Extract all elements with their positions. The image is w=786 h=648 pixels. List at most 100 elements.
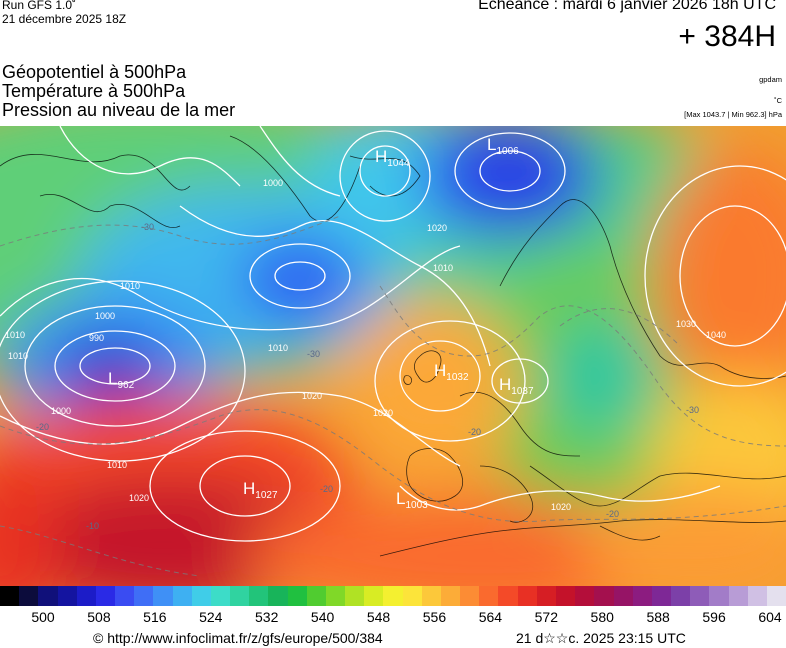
colorbar-swatch — [747, 586, 767, 606]
colorbar-swatch — [479, 586, 499, 606]
colorbar-swatch — [249, 586, 269, 606]
isobar-labels: 1000 1020 1010 1010 1000 1010 1020 1010 … — [5, 178, 726, 512]
colorbar-tick-label: 532 — [255, 609, 279, 625]
footer-generated: 21 d☆☆c. 2025 23:15 UTC — [516, 630, 686, 646]
isobar-label: 1040 — [706, 330, 726, 340]
isotherms — [0, 215, 786, 577]
colorbar-swatch — [325, 586, 346, 606]
valid-time: Echéance : mardi 6 janvier 2026 18h UTC — [478, 0, 776, 13]
isobar-label: 1020 — [373, 408, 393, 418]
isobar-label: 1020 — [427, 223, 447, 233]
colorbar — [0, 586, 786, 606]
isobar-label: 1020 — [302, 391, 322, 401]
isobars — [0, 126, 786, 542]
colorbar-swatch — [555, 586, 576, 606]
colorbar-tick-label: 508 — [87, 609, 111, 625]
colorbar-swatch — [671, 586, 691, 606]
isotherm-label: -30 — [307, 349, 320, 359]
lead-time: + 384H — [678, 20, 776, 53]
isotherm-label: -30 — [686, 405, 699, 415]
unit-temperature: ˚C — [774, 96, 782, 105]
colorbar-swatch — [632, 586, 652, 606]
colorbar-tick-label: 516 — [143, 609, 167, 625]
colorbar-tick-label: 548 — [366, 609, 391, 625]
coastlines — [0, 135, 786, 557]
isobar-label: 1010 — [120, 281, 140, 291]
weather-map: H1044 L1006 L962 H1032 H1037 H1027 L1003… — [0, 126, 786, 586]
colorbar-swatch — [210, 586, 231, 606]
colorbar-swatch — [594, 586, 614, 606]
colorbar-tick-label: 500 — [31, 609, 55, 625]
colorbar-swatch — [0, 586, 20, 606]
colorbar-swatch — [536, 586, 556, 606]
run-title: Run GFS 1.0˚ — [2, 0, 77, 12]
colorbar-ticks: 500 508 516 524 532 540 548 556 564 572 580 588 596 6… — [0, 609, 786, 629]
colorbar-swatch — [421, 586, 441, 606]
colorbar-swatch — [766, 586, 786, 606]
isobar-label: 990 — [89, 333, 104, 343]
colorbar-swatch — [651, 586, 672, 606]
colorbar-swatch — [517, 586, 537, 606]
isotherm-label: -10 — [86, 521, 99, 531]
field-geopotential: Géopotentiel à 500hPa — [2, 62, 187, 82]
colorbar-swatch — [402, 586, 422, 606]
isobar-label: 1010 — [268, 343, 288, 353]
colorbar-tick-label: 564 — [478, 609, 503, 625]
colorbar-tick-label: 596 — [702, 609, 726, 625]
colorbar-swatch — [709, 586, 729, 606]
colorbar-swatch — [613, 586, 633, 606]
colorbar-swatch — [460, 586, 480, 606]
colorbar-swatch — [95, 586, 116, 606]
isobar-label: 1010 — [433, 263, 453, 273]
colorbar-swatch — [57, 586, 77, 606]
field-pressure: Pression au niveau de la mer — [2, 100, 236, 120]
colorbar-swatch — [306, 586, 326, 606]
colorbar-swatch — [172, 586, 192, 606]
geopotential-field — [0, 126, 786, 586]
isotherm-label: -20 — [606, 509, 619, 519]
isotherm-label: -20 — [468, 427, 481, 437]
unit-geopotential: gpdam — [759, 75, 782, 84]
colorbar-swatch — [19, 586, 39, 606]
colorbar-swatch — [575, 586, 595, 606]
colorbar-tick-label: 556 — [422, 609, 447, 625]
colorbar-swatch — [38, 586, 58, 606]
isobar-label: 1030 — [676, 319, 696, 329]
colorbar-tick-label: 580 — [590, 609, 614, 625]
field-temperature: Température à 500hPa — [2, 81, 186, 101]
colorbar-swatch — [345, 586, 365, 606]
isotherm-labels: -30 -30 -20 -20 -20 -20 -10 -30 — [36, 222, 699, 531]
colorbar-swatch — [287, 586, 307, 606]
colorbar-tick-label: 604 — [758, 609, 782, 625]
isobar-label: 1020 — [129, 493, 149, 503]
colorbar-swatch — [230, 586, 250, 606]
colorbar-tick-label: 540 — [310, 609, 335, 625]
isobar-label: 1010 — [8, 351, 28, 361]
footer-url: © http://www.infoclimat.fr/z/gfs/europe/… — [93, 630, 383, 646]
colorbar-swatch — [440, 586, 461, 606]
isotherm-label: -30 — [141, 222, 154, 232]
run-date: 21 décembre 2025 18Z — [2, 12, 127, 26]
isotherm-label: -20 — [320, 484, 333, 494]
isobar-label: 1010 — [107, 460, 127, 470]
colorbar-swatch — [690, 586, 710, 606]
isobar-label: 1000 — [51, 406, 71, 416]
colorbar-swatch — [153, 586, 173, 606]
isotherm-label: -20 — [36, 422, 49, 432]
colorbar-swatch — [364, 586, 384, 606]
isobar-label: 1010 — [5, 330, 25, 340]
colorbar-swatch — [115, 586, 135, 606]
pressure-range: [Max 1043.7 | Min 962.3] hPa — [684, 110, 782, 119]
colorbar-swatch — [76, 586, 96, 606]
colorbar-swatch — [268, 586, 288, 606]
isobar-label: 1000 — [95, 311, 115, 321]
colorbar-swatch — [383, 586, 403, 606]
isobar-label: 1000 — [263, 178, 283, 188]
colorbar-swatch — [134, 586, 154, 606]
colorbar-swatch — [191, 586, 211, 606]
colorbar-swatch — [498, 586, 518, 606]
isobar-label: 1020 — [551, 502, 571, 512]
colorbar-tick-label: 524 — [199, 609, 223, 625]
colorbar-swatch — [728, 586, 748, 606]
colorbar-tick-label: 572 — [534, 609, 558, 625]
